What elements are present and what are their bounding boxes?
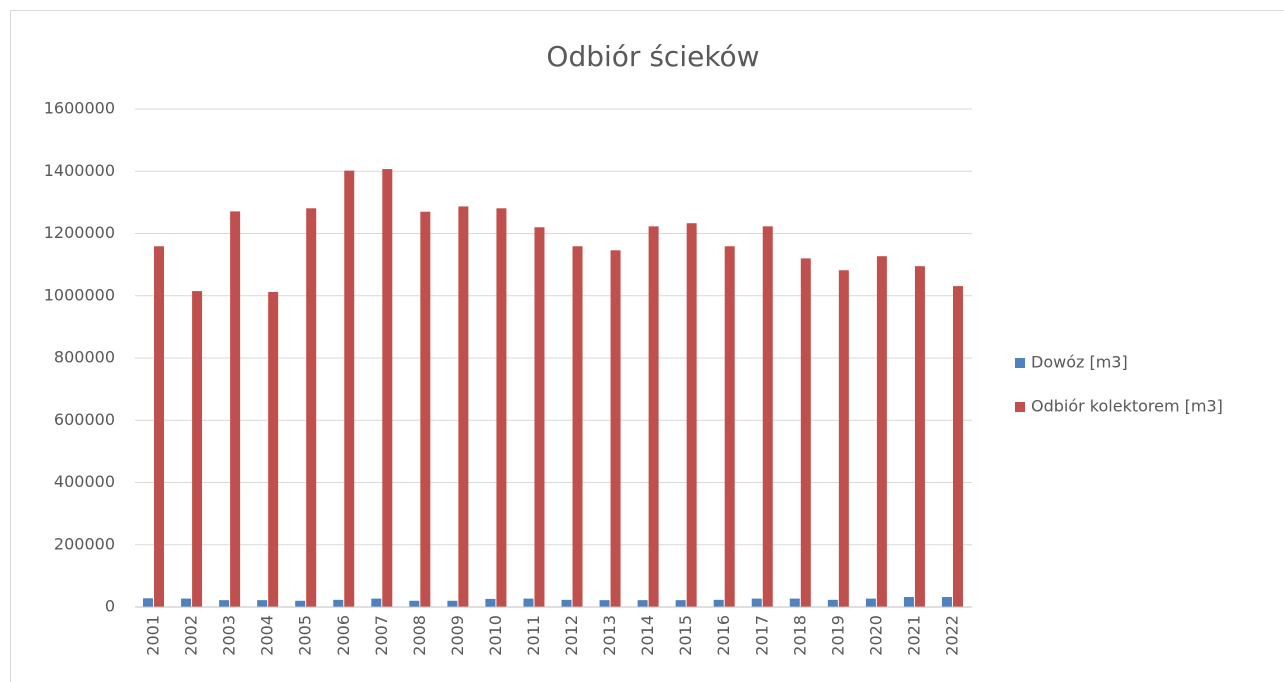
x-tick-label: 2022 — [942, 615, 961, 656]
x-tick-label: 2017 — [752, 615, 771, 656]
bar — [143, 598, 154, 607]
bar — [485, 598, 496, 607]
bar — [865, 598, 876, 607]
x-tick-label: 2005 — [296, 615, 315, 656]
x-tick-label: 2021 — [904, 615, 923, 656]
x-tick-label: 2014 — [638, 615, 657, 656]
x-tick-label: 2009 — [448, 615, 467, 656]
bar — [800, 258, 811, 607]
x-tick-label: 2019 — [828, 615, 847, 656]
x-tick-label: 2011 — [524, 615, 543, 656]
y-tick-label: 800000 — [54, 348, 115, 367]
bar — [675, 600, 686, 607]
x-tick-label: 2013 — [600, 615, 619, 656]
bar — [724, 246, 735, 608]
bar — [838, 270, 849, 607]
bar — [610, 250, 621, 607]
bar — [914, 266, 925, 607]
bar — [371, 598, 382, 607]
bar — [827, 599, 838, 607]
bar — [686, 223, 697, 607]
legend-swatch — [1015, 402, 1025, 412]
bar — [523, 598, 534, 607]
x-tick-label: 2012 — [562, 615, 581, 656]
y-tick-label: 600000 — [54, 410, 115, 429]
bar — [637, 600, 648, 607]
bar — [447, 600, 458, 607]
legend-label: Dowóz [m3] — [1031, 353, 1128, 372]
bar — [762, 226, 773, 607]
bar — [648, 226, 659, 607]
bar — [192, 291, 203, 607]
x-tick-label: 2018 — [790, 615, 809, 656]
y-tick-label: 1600000 — [44, 99, 115, 118]
chart-frame — [10, 10, 1284, 682]
bar — [181, 598, 192, 607]
bar — [789, 598, 800, 607]
bar — [599, 600, 610, 607]
x-tick-label: 2016 — [714, 615, 733, 656]
chart-title: Odbiór ścieków — [546, 40, 759, 73]
x-tick-label: 2002 — [182, 615, 201, 656]
x-tick-label: 2020 — [866, 615, 885, 656]
bar — [903, 597, 914, 607]
y-tick-label: 1000000 — [44, 285, 115, 304]
bar — [458, 206, 469, 607]
bar — [751, 598, 762, 607]
bar — [154, 246, 165, 608]
bar — [561, 599, 572, 607]
bar — [420, 211, 431, 607]
bar — [713, 599, 724, 607]
x-tick-label: 2004 — [258, 615, 277, 656]
bar — [333, 599, 344, 607]
bar — [257, 600, 268, 607]
y-tick-label: 1400000 — [44, 161, 115, 180]
x-tick-label: 2015 — [676, 615, 695, 656]
bar — [382, 169, 393, 608]
x-tick-label: 2008 — [410, 615, 429, 656]
bar — [876, 256, 887, 607]
bar — [230, 211, 241, 607]
y-tick-label: 1200000 — [44, 223, 115, 242]
x-tick-label: 2007 — [372, 615, 391, 656]
bar — [344, 170, 355, 607]
bar — [534, 227, 545, 607]
bar — [219, 600, 230, 607]
bar — [941, 597, 952, 607]
bar — [572, 246, 583, 608]
y-tick-label: 400000 — [54, 472, 115, 491]
x-tick-label: 2010 — [486, 615, 505, 656]
bar — [306, 208, 317, 607]
x-tick-label: 2006 — [334, 615, 353, 656]
bar — [268, 292, 279, 607]
legend-swatch — [1015, 358, 1025, 368]
y-tick-label: 200000 — [54, 534, 115, 553]
bar — [409, 600, 420, 607]
bar — [295, 600, 306, 607]
bar — [496, 208, 507, 607]
legend-label: Odbiór kolektorem [m3] — [1031, 397, 1223, 416]
x-tick-label: 2001 — [144, 615, 163, 656]
x-tick-label: 2003 — [220, 615, 239, 656]
y-tick-label: 0 — [105, 597, 115, 616]
bar — [952, 286, 963, 607]
